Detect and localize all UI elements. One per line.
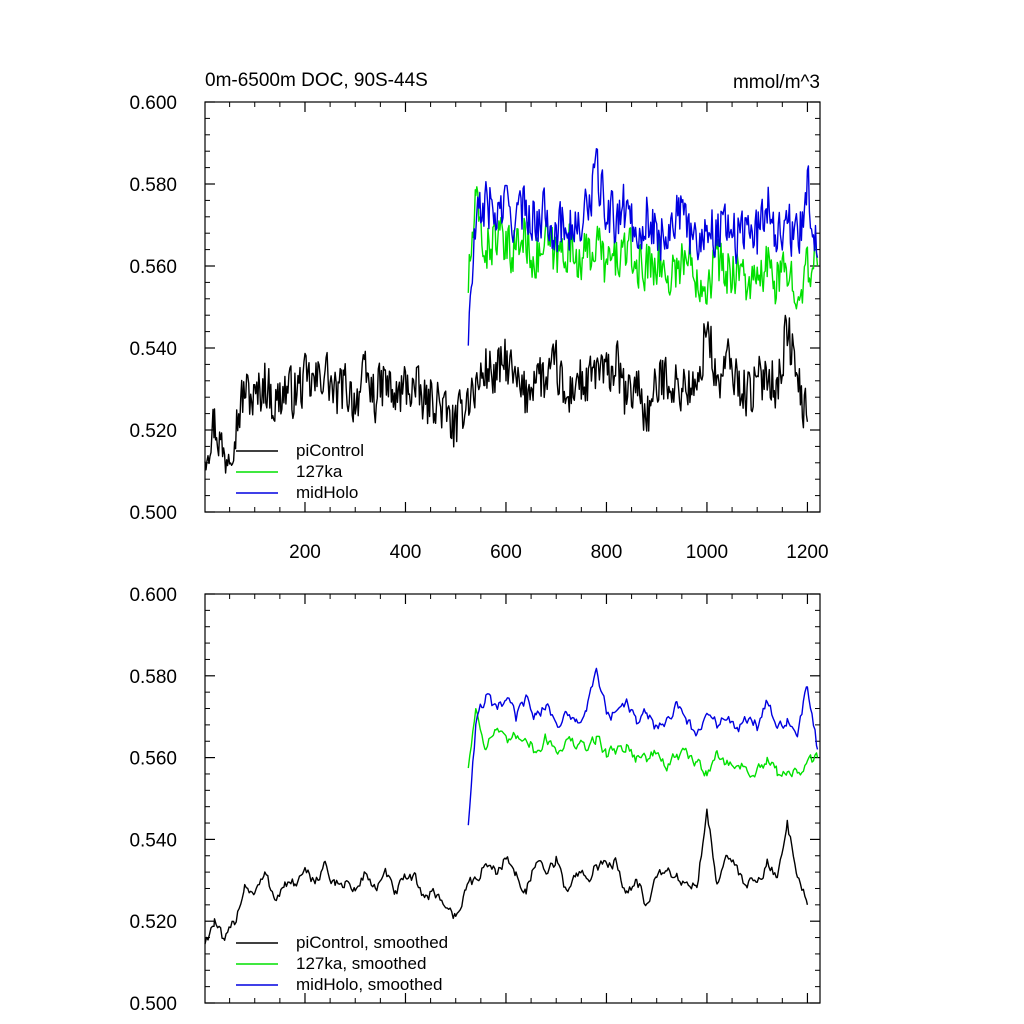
series-line-midholo-smoothed (467, 667, 819, 826)
chart-raw-doc: 0m-6500m DOC, 90S-44S mmol/m^3 0.600 0.58… (129, 70, 828, 563)
x-tick-label: 400 (390, 542, 422, 563)
x-tick-label: 200 (289, 542, 321, 563)
legend-label: 127ka (296, 462, 343, 481)
series-lines-raw (204, 148, 819, 474)
legend-label: piControl, smoothed (296, 933, 448, 952)
axes-smoothed: 0.600 0.580 0.560 0.540 0.520 0.500 (129, 585, 821, 1015)
plot-frame (204, 593, 821, 1004)
y-tick-label: 0.600 (129, 93, 177, 114)
legend-raw: piControl 127ka midHolo (236, 441, 364, 502)
y-tick-label: 0.580 (129, 667, 177, 688)
x-tick-label: 800 (591, 542, 623, 563)
y-tick-label: 0.500 (129, 503, 177, 524)
series-line-midholo (467, 148, 819, 346)
series-line-127ka (467, 186, 819, 310)
series-line-picontrol (204, 314, 809, 474)
y-tick-label: 0.520 (129, 421, 177, 442)
chart-title-left: 0m-6500m DOC, 90S-44S (205, 70, 428, 91)
x-tick-label: 600 (490, 542, 522, 563)
chart-title-units: mmol/m^3 (733, 72, 820, 93)
legend-label: midHolo (296, 483, 358, 502)
y-tick-label: 0.580 (129, 175, 177, 196)
axes-raw: 0.600 0.580 0.560 0.540 0.520 0.500 200 400 600 8… (129, 93, 828, 563)
y-tick-label: 0.500 (129, 994, 177, 1015)
x-tick-label: 1000 (686, 542, 728, 563)
y-tick-label: 0.560 (129, 257, 177, 278)
y-tick-label: 0.600 (129, 585, 177, 606)
chart-smoothed-doc: 0.600 0.580 0.560 0.540 0.520 0.500 piControl… (129, 585, 821, 1015)
y-tick-label: 0.520 (129, 912, 177, 933)
series-line-127ka-smoothed (467, 708, 819, 778)
legend-smoothed: piControl, smoothed 127ka, smoothed midHol… (236, 933, 448, 994)
x-tick-label: 1200 (786, 542, 828, 563)
y-tick-label: 0.540 (129, 830, 177, 851)
legend-label: piControl (296, 441, 364, 460)
legend-label: midHolo, smoothed (296, 975, 442, 994)
plot-frame (204, 101, 821, 513)
series-line-picontrol-smoothed (204, 808, 809, 945)
y-tick-label: 0.540 (129, 339, 177, 360)
y-tick-label: 0.560 (129, 749, 177, 770)
series-lines-smoothed (204, 667, 819, 945)
legend-label: 127ka, smoothed (296, 954, 426, 973)
